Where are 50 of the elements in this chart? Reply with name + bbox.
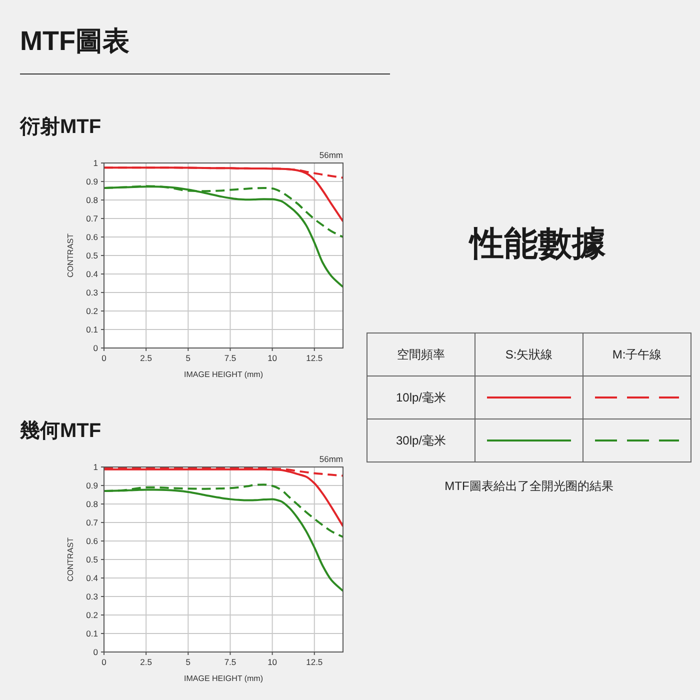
y-tick-label: 0.5 (86, 554, 98, 564)
x-tick-label: 7.5 (224, 657, 236, 667)
x-tick-label: 10 (268, 353, 278, 363)
y-tick-label: 0.8 (86, 499, 98, 509)
x-tick-label: 12.5 (306, 657, 323, 667)
y-tick-label: 0.4 (86, 269, 98, 279)
text: 56mm (319, 454, 343, 464)
y-tick-label: 0.1 (86, 628, 98, 638)
x-tick-label: 0 (102, 353, 107, 363)
x-axis-title: IMAGE HEIGHT (mm) (184, 370, 264, 379)
y-tick-label: 0.7 (86, 518, 98, 528)
y-tick-label: 0.5 (86, 250, 98, 260)
y-tick-label: 0.8 (86, 195, 98, 205)
text: 性能數據 (468, 225, 606, 263)
row-label: 10lp/毫米 (396, 390, 446, 404)
y-tick-label: 1 (93, 158, 98, 168)
y-tick-label: 0.3 (86, 592, 98, 602)
y-tick-label: 1 (93, 462, 98, 472)
y-tick-label: 0.6 (86, 232, 98, 242)
x-tick-label: 2.5 (140, 657, 152, 667)
y-tick-label: 0.7 (86, 214, 98, 224)
y-tick-label: 0.9 (86, 480, 98, 490)
y-tick-label: 0.2 (86, 306, 98, 316)
legend-title: 空間頻率 (397, 348, 445, 362)
y-tick-label: 0.2 (86, 610, 98, 620)
row-label: 30lp/毫米 (396, 434, 446, 448)
y-tick-label: 0.6 (86, 536, 98, 546)
y-tick-label: 0.1 (86, 324, 98, 334)
x-tick-label: 2.5 (140, 353, 152, 363)
column-label: S:矢狀線 (505, 348, 553, 362)
y-axis-title: CONTRAST (66, 233, 75, 278)
y-tick-label: 0.3 (86, 288, 98, 298)
y-tick-label: 0.9 (86, 176, 98, 186)
x-tick-label: 10 (268, 657, 278, 667)
y-tick-label: 0 (93, 647, 98, 657)
y-axis-title: CONTRAST (66, 537, 75, 582)
x-tick-label: 7.5 (224, 353, 236, 363)
x-axis-title: IMAGE HEIGHT (mm) (184, 674, 264, 683)
y-tick-label: 0.4 (86, 573, 98, 583)
x-tick-label: 0 (102, 657, 107, 667)
text: 56mm (319, 150, 343, 160)
x-tick-label: 5 (186, 353, 191, 363)
x-tick-label: 5 (186, 657, 191, 667)
y-tick-label: 0 (93, 343, 98, 353)
chart-title: 衍射MTF (19, 116, 102, 138)
chart-title: 幾何MTF (19, 420, 102, 442)
column-label: M:子午線 (612, 348, 662, 362)
x-tick-label: 12.5 (306, 353, 323, 363)
text: MTF圖表給出了全開光圈的結果 (444, 479, 614, 493)
text: MTF圖表 (20, 26, 130, 56)
